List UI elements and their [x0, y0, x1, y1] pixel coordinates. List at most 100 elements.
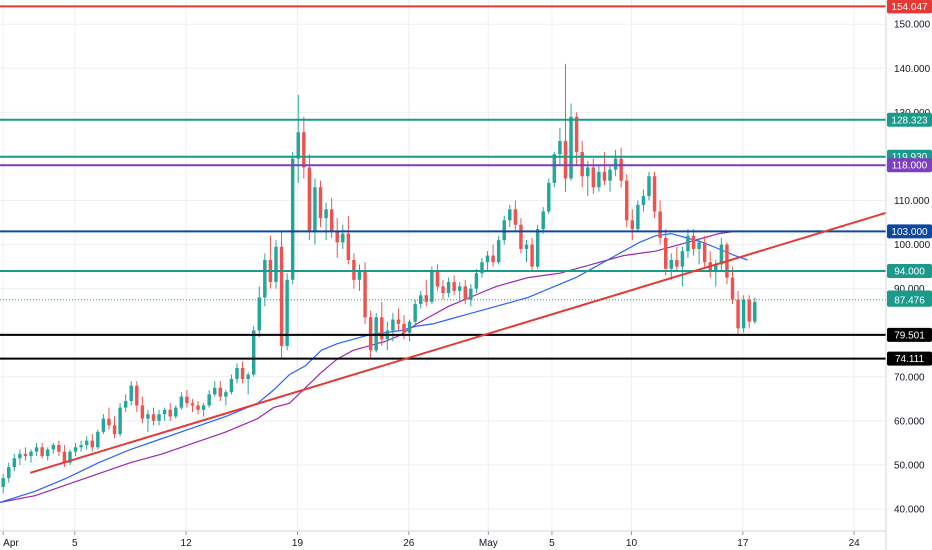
candle-body	[290, 158, 295, 280]
candle-body	[135, 385, 139, 406]
candle-body	[580, 152, 584, 177]
candle-body	[736, 299, 740, 329]
candle-body	[719, 244, 724, 265]
candle-body	[702, 242, 707, 263]
y-tick-label: 60.000	[894, 416, 925, 427]
candle-body	[162, 409, 167, 415]
candle-body	[302, 132, 306, 168]
candle-body	[535, 229, 540, 267]
candle-body	[296, 132, 300, 159]
horizontal-levels	[0, 5, 886, 360]
candle-body	[391, 319, 395, 331]
candle-body	[185, 396, 189, 404]
candle-body	[496, 240, 501, 263]
candle-body	[457, 286, 462, 291]
candle-body	[285, 279, 289, 346]
candle-body	[485, 255, 490, 263]
price-badge-label: 87.476	[894, 295, 925, 306]
candle-body	[346, 233, 351, 260]
candle-body	[229, 378, 234, 393]
candle-body	[335, 231, 339, 243]
candle-body	[23, 453, 28, 457]
price-badge-103-000	[887, 224, 932, 239]
candle-body	[146, 414, 150, 419]
candle-body	[563, 141, 568, 179]
candle-body	[168, 409, 172, 417]
candle-body	[107, 418, 111, 426]
candle-body	[18, 453, 22, 459]
price-badge-label: 154.047	[891, 2, 928, 13]
candle-body	[652, 176, 657, 212]
candle-body	[636, 204, 640, 230]
candle-body	[508, 209, 512, 221]
candle-body	[691, 235, 696, 249]
candle-body	[34, 447, 39, 452]
x-tick-label: 5	[549, 538, 555, 549]
candle-body	[324, 209, 328, 219]
candle-body	[140, 405, 145, 419]
candle-body	[697, 242, 701, 249]
candle-body	[174, 407, 178, 417]
candle-body	[402, 323, 406, 333]
candle-body	[741, 299, 746, 329]
y-tick-label: 100.000	[894, 240, 931, 251]
candle-body	[190, 403, 195, 406]
x-tick-label: 12	[181, 538, 193, 549]
y-tick-label: 70.000	[894, 372, 925, 383]
candle-body	[112, 425, 117, 435]
candle-body	[519, 224, 523, 249]
support-trendline	[29, 211, 887, 474]
candle-body	[669, 259, 673, 269]
price-badge-label: 103.000	[891, 227, 928, 238]
candle-body	[118, 407, 122, 435]
candle-body	[224, 392, 228, 397]
candle-body	[29, 451, 33, 457]
candle-body	[90, 440, 94, 448]
y-tick-label: 140.000	[894, 64, 931, 75]
candle-body	[240, 367, 245, 379]
price-badge-label: 74.111	[895, 354, 925, 365]
candle-body	[524, 244, 529, 249]
candles	[1, 63, 757, 494]
candle-body	[57, 445, 61, 452]
x-tick-label: 26	[403, 538, 415, 549]
candle-body	[602, 171, 607, 181]
x-tick-label: 5	[72, 538, 78, 549]
candle-body	[675, 259, 679, 267]
candle-body	[201, 405, 206, 410]
price-badge-94-000	[887, 264, 932, 279]
price-badge-154-047	[887, 0, 932, 14]
x-tick-label: 17	[737, 538, 749, 549]
candle-body	[469, 288, 473, 300]
price-badge-87-476	[887, 292, 932, 307]
candle-body	[446, 282, 451, 294]
candle-body	[352, 259, 356, 280]
candle-body	[357, 271, 362, 280]
candle-body	[547, 182, 551, 212]
candle-body	[647, 176, 651, 197]
price-badge-74-111	[887, 351, 932, 366]
candle-body	[51, 445, 56, 450]
candle-body	[569, 116, 573, 179]
candle-body	[313, 187, 317, 232]
candle-body	[45, 449, 50, 457]
y-tick-label: 90.000	[894, 284, 925, 295]
price-badge-label: 94.000	[894, 267, 925, 278]
x-tick-label: 24	[849, 538, 861, 549]
candle-body	[68, 451, 72, 463]
candle-body	[207, 394, 211, 406]
candle-body	[129, 385, 133, 402]
candle-body	[502, 220, 506, 241]
candle-body	[235, 367, 239, 379]
candle-body	[96, 431, 100, 448]
candle-body	[179, 396, 184, 408]
candle-body	[218, 387, 223, 397]
y-tick-label: 50.000	[894, 460, 925, 471]
candle-body	[530, 244, 534, 267]
y-tick-label: 150.000	[894, 20, 931, 31]
candle-body	[747, 299, 751, 322]
candle-body	[73, 447, 78, 452]
candle-body	[251, 330, 256, 375]
